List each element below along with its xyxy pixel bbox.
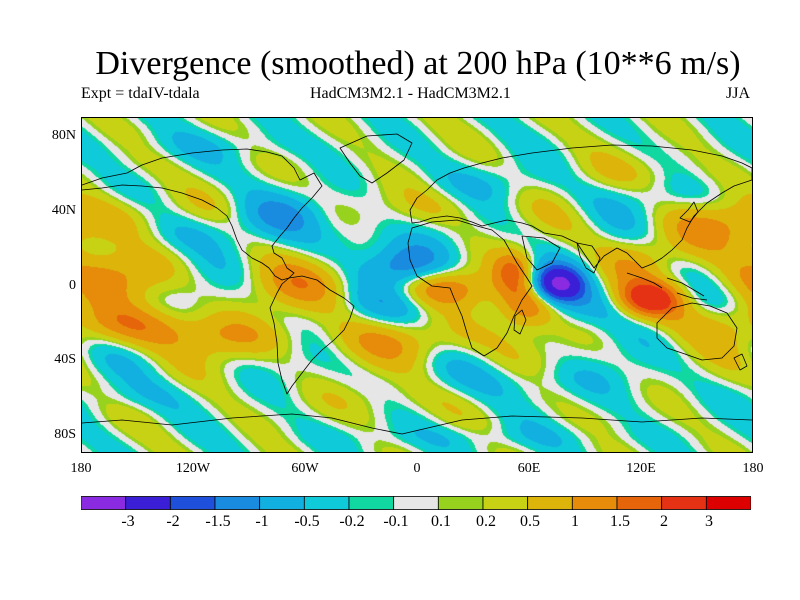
- divergence-field: [82, 118, 752, 452]
- model-label: HadCM3M2.1 - HadCM3M2.1: [310, 85, 511, 102]
- colorbar-label: 0.5: [520, 513, 540, 530]
- coastline-south-america: [269, 275, 355, 395]
- coastlines: [82, 133, 752, 435]
- colorbar-swatch: [571, 496, 618, 510]
- colorbar-swatch: [348, 496, 395, 510]
- coastline-greenland: [339, 133, 413, 184]
- lon-label-180w: 180: [70, 461, 92, 476]
- experiment-label: Expt = tdaIV-tdala: [81, 85, 200, 102]
- coastline-eurasia: [409, 144, 752, 269]
- colorbar-label: -0.5: [294, 513, 320, 530]
- coastline-indonesia: [626, 272, 708, 301]
- colorbar-swatch: [125, 496, 171, 510]
- colorbar-swatch: [303, 496, 350, 510]
- colorbar-swatch: [616, 496, 663, 510]
- colorbar-swatch: [482, 496, 529, 510]
- coastline-australia: [656, 302, 738, 361]
- colorbar-label: -1.5: [205, 513, 231, 530]
- lon-label-180e: 180: [742, 461, 764, 476]
- lon-label-120w: 120W: [175, 461, 211, 476]
- coastline-india: [576, 242, 601, 274]
- colorbar-swatch: [393, 496, 439, 510]
- map-plot-area: [82, 118, 752, 452]
- lat-label-40n: 40N: [51, 203, 76, 218]
- lat-label-40s: 40S: [54, 352, 76, 367]
- colorbar-swatch: [705, 496, 751, 510]
- lon-label-60w: 60W: [291, 461, 319, 476]
- coastline-north-america: [82, 148, 323, 281]
- divergence-map: [81, 117, 753, 453]
- coastline-new-zealand: [733, 353, 748, 371]
- lat-label-80n: 80N: [51, 128, 76, 143]
- colorbar-label: 1.5: [610, 513, 630, 530]
- colorbar-label: -2: [166, 513, 180, 530]
- coastline-antarctica: [82, 413, 752, 435]
- colorbar-label: 1: [571, 513, 579, 530]
- lon-label-60e: 60E: [517, 461, 541, 476]
- coastline-madagascar: [513, 309, 527, 335]
- season-label: JJA: [726, 85, 751, 102]
- coastline-japan: [679, 201, 699, 223]
- colorbar-swatch: [259, 496, 305, 510]
- colorbar-label: -0.1: [383, 513, 409, 530]
- lat-label-80s: 80S: [54, 427, 76, 442]
- colorbar-label: 2: [660, 513, 668, 530]
- colorbar-label: 0.1: [431, 513, 451, 530]
- lon-label-0: 0: [413, 461, 421, 476]
- colorbar-swatch: [661, 496, 707, 510]
- coastline-africa: [407, 219, 533, 357]
- colorbar-swatches: [81, 496, 751, 510]
- colorbar-swatch: [81, 496, 127, 510]
- colorbar-swatch: [214, 496, 261, 510]
- chart-title: Divergence (smoothed) at 200 hPa (10**6 …: [95, 45, 741, 82]
- colorbar-swatch: [437, 496, 484, 510]
- colorbar-label: -3: [121, 513, 135, 530]
- colorbar-label: -1: [255, 513, 269, 530]
- colorbar-swatch: [169, 496, 216, 510]
- coastline-arabia: [521, 235, 561, 271]
- colorbar-label: 3: [705, 513, 713, 530]
- lon-label-120e: 120E: [626, 461, 656, 476]
- colorbar-label: 0.2: [476, 513, 496, 530]
- colorbar-label: -0.2: [339, 513, 365, 530]
- colorbar-swatch: [527, 496, 573, 510]
- lat-label-0: 0: [69, 278, 76, 293]
- colorbar: [81, 496, 751, 510]
